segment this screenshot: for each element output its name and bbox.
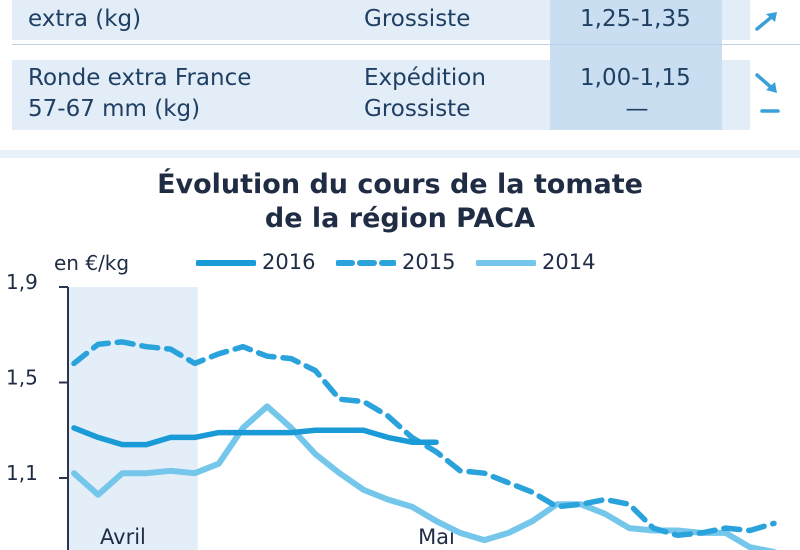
legend-item-2016: 2016 (196, 250, 326, 276)
series-line-2015 (71, 339, 777, 539)
legend-swatch (336, 260, 396, 266)
product-label: 57-67 mm (kg) (28, 96, 201, 122)
table-cell-price: 1,00-1,15 — (580, 63, 694, 125)
market-label: Expédition (364, 65, 486, 91)
price-value: 1,00-1,15 (580, 65, 691, 91)
y-tick-label: 1,9 (6, 270, 38, 294)
table-cell-price: 1,25-1,35 (580, 4, 691, 35)
shaded-period (68, 287, 198, 550)
chart-title: Évolution du cours de la tomate de la ré… (0, 168, 800, 236)
legend-swatch (476, 260, 536, 266)
market-label: Grossiste (364, 6, 471, 32)
x-period-label: Avril (100, 525, 146, 549)
price-value: — (625, 96, 649, 122)
price-table: extra (kg) Grossiste 1,25-1,35 Ronde ext… (0, 0, 800, 150)
product-label: Ronde extra France (28, 65, 252, 91)
legend-swatch (196, 260, 256, 266)
table-cell-product: Ronde extra France 57-67 mm (kg) (28, 63, 251, 125)
product-label: extra (kg) (28, 6, 142, 32)
legend-label: 2015 (402, 250, 456, 274)
table-cell-market: Expédition Grossiste (364, 63, 486, 125)
trend-up-icon (755, 12, 777, 31)
section-separator (0, 150, 800, 158)
price-column (550, 0, 722, 130)
legend-item-2015: 2015 (336, 250, 466, 276)
trend-stable-icon (760, 109, 780, 113)
y-tick-label: 1,5 (6, 366, 38, 390)
legend-item-2014: 2014 (476, 250, 606, 276)
row-divider (12, 44, 800, 45)
chart-title-line: Évolution du cours de la tomate (157, 169, 643, 200)
y-axis-unit: en €/kg (54, 251, 130, 275)
legend-label: 2016 (262, 250, 316, 274)
price-value: 1,25-1,35 (580, 6, 691, 32)
chart-title-line: de la région PACA (264, 203, 536, 234)
market-label: Grossiste (364, 96, 471, 122)
table-cell-product: extra (kg) (28, 4, 141, 35)
trend-down-icon (755, 73, 777, 93)
legend-label: 2014 (542, 250, 596, 274)
table-cell-market: Grossiste (364, 4, 470, 35)
y-tick-label: 1,1 (6, 461, 38, 485)
series-line-2016 (71, 425, 439, 448)
